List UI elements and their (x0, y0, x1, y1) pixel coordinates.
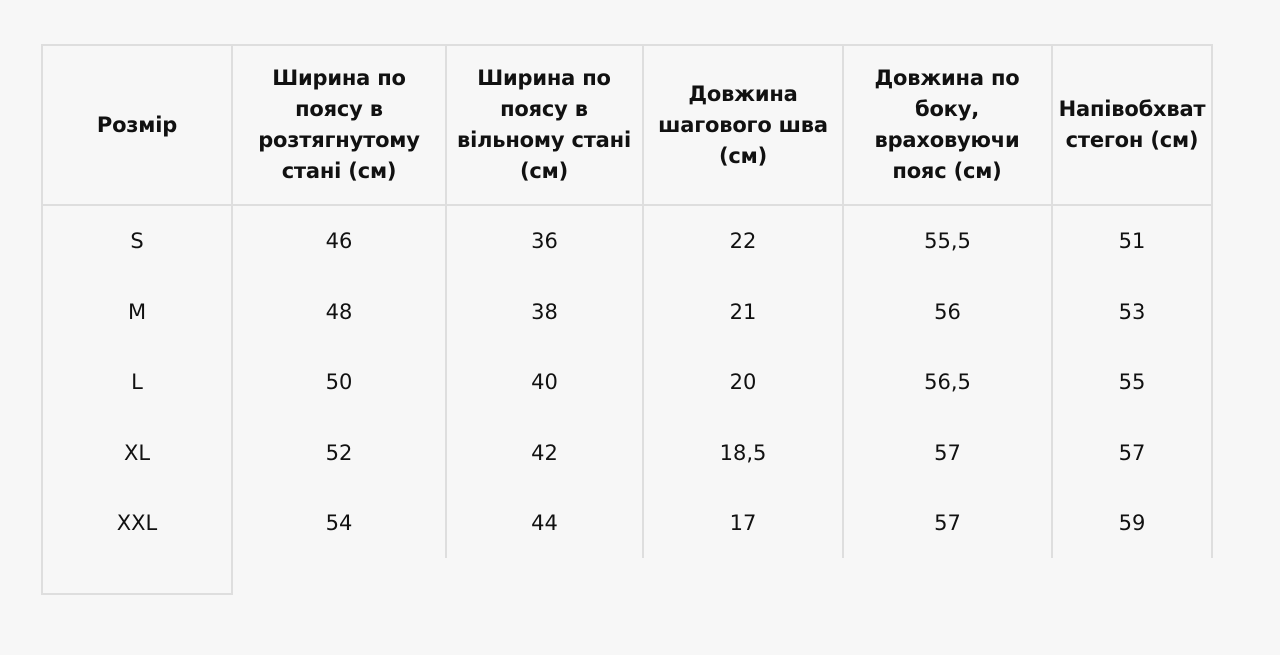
cell-waist-stretched: 48 (325, 300, 353, 324)
header-side-length: Довжина по боку, враховуючи пояс (см) (874, 66, 1020, 183)
cell-half-hip: 53 (1118, 300, 1146, 324)
cell-waist-stretched: 52 (325, 441, 353, 465)
column-divider-4 (842, 44, 844, 558)
first-column-bottom-border (41, 593, 233, 595)
cell-waist-relaxed: 40 (531, 370, 558, 394)
table-right-border (1211, 44, 1213, 558)
cell-inseam-length: 18,5 (719, 441, 767, 465)
cell-waist-stretched: 54 (325, 511, 353, 535)
cell-inseam-length: 22 (729, 229, 757, 253)
cell-side-length: 55,5 (924, 229, 971, 253)
cell-size: L (131, 370, 143, 394)
cell-side-length: 57 (934, 511, 961, 535)
cell-half-hip: 55 (1118, 370, 1146, 394)
column-divider-3 (642, 44, 644, 558)
cell-half-hip: 57 (1118, 441, 1146, 465)
cell-side-length: 57 (934, 441, 961, 465)
header-inseam-length: Довжина шагового шва (см) (658, 81, 828, 168)
cell-size: XXL (116, 511, 158, 535)
cell-waist-relaxed: 38 (531, 300, 558, 324)
cell-size: M (127, 300, 147, 324)
cell-side-length: 56,5 (924, 370, 971, 394)
cell-waist-relaxed: 36 (531, 229, 558, 253)
table-top-border (41, 44, 1213, 46)
cell-waist-relaxed: 44 (531, 511, 558, 535)
cell-inseam-length: 20 (729, 370, 757, 394)
header-waist-stretched: Ширина по поясу в розтягнутому стані (см… (258, 66, 420, 183)
table-left-border (41, 44, 43, 595)
cell-half-hip: 51 (1118, 229, 1146, 253)
header-waist-relaxed: Ширина по поясу в вільному стані (см) (457, 66, 631, 183)
cell-size: XL (123, 441, 151, 465)
header-size: Розмір (96, 112, 178, 137)
cell-side-length: 56 (934, 300, 961, 324)
column-divider-2 (445, 44, 447, 558)
cell-size: S (130, 229, 144, 253)
header-bottom-border (41, 204, 1213, 206)
cell-inseam-length: 21 (729, 300, 757, 324)
column-divider-5 (1051, 44, 1053, 558)
cell-half-hip: 59 (1118, 511, 1146, 535)
header-half-hip: Напівобхват стегон (см) (1058, 97, 1206, 152)
cell-waist-relaxed: 42 (531, 441, 558, 465)
cell-waist-stretched: 50 (325, 370, 353, 394)
column-divider-1 (231, 44, 233, 595)
cell-inseam-length: 17 (729, 511, 757, 535)
cell-waist-stretched: 46 (325, 229, 353, 253)
